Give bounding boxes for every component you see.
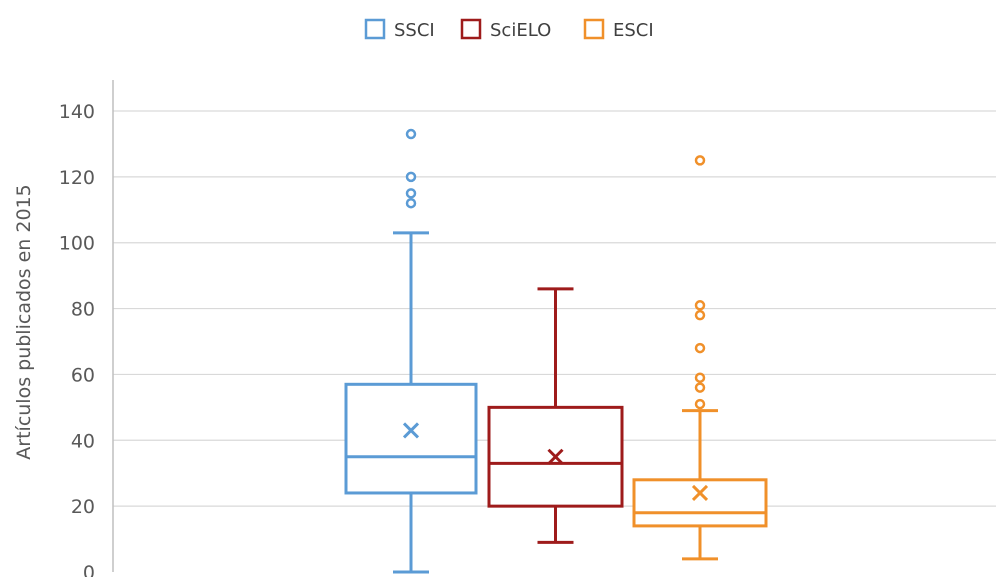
legend-swatch-ssci xyxy=(364,18,386,40)
y-axis-ticks: 0 20 40 60 80 100 120 140 xyxy=(59,101,95,577)
mean-marker xyxy=(547,448,564,465)
y-tick-label: 20 xyxy=(71,496,95,518)
legend: SSCI SciELO ESCI xyxy=(364,18,654,41)
box-series xyxy=(344,128,768,574)
interquartile-box xyxy=(344,382,478,495)
y-tick-label: 40 xyxy=(71,430,95,452)
legend-swatch-esci xyxy=(583,18,605,40)
legend-swatch-scielo xyxy=(460,18,482,40)
y-tick-label: 140 xyxy=(59,101,95,123)
mean-marker xyxy=(402,422,420,439)
outlier-point xyxy=(694,300,706,311)
legend-label-esci: ESCI xyxy=(613,20,654,41)
box-scielo xyxy=(487,287,624,544)
outlier-point xyxy=(405,171,417,183)
outlier-point xyxy=(405,197,417,209)
y-tick-label: 120 xyxy=(59,167,95,189)
legend-label-scielo: SciELO xyxy=(490,20,551,41)
outlier-point xyxy=(694,342,706,354)
box-ssci xyxy=(344,128,478,574)
outlier-point xyxy=(694,382,706,393)
outlier-point xyxy=(694,372,706,383)
outlier-point xyxy=(694,309,706,321)
y-axis-title: Artículos publicados en 2015 xyxy=(13,184,35,459)
y-tick-label: 80 xyxy=(71,299,95,321)
outlier-point xyxy=(694,398,706,410)
y-tick-label: 0 xyxy=(83,562,95,577)
interquartile-box xyxy=(632,478,768,528)
y-tick-label: 60 xyxy=(71,364,95,386)
outlier-point xyxy=(405,188,417,199)
outlier-point xyxy=(694,155,706,166)
y-tick-label: 100 xyxy=(59,233,95,255)
box-esci xyxy=(632,155,768,561)
outlier-point xyxy=(405,128,417,140)
legend-label-ssci: SSCI xyxy=(394,20,435,41)
mean-marker xyxy=(691,484,709,502)
